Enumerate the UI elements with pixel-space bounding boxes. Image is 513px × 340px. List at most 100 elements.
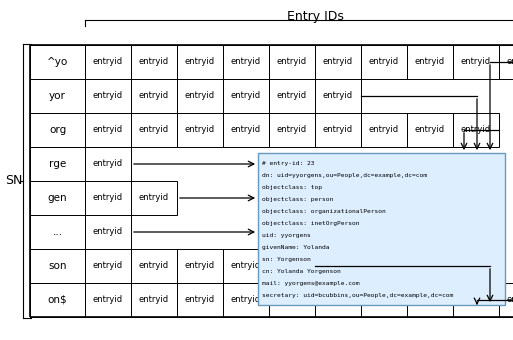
- Text: entryid: entryid: [93, 125, 123, 135]
- Bar: [85, 147, 131, 181]
- Text: entryid: entryid: [93, 227, 123, 237]
- Bar: [131, 45, 177, 79]
- Text: givenName: Yolanda: givenName: Yolanda: [262, 244, 329, 250]
- Bar: [131, 249, 177, 283]
- Text: entryid: entryid: [369, 57, 399, 67]
- Bar: [30, 147, 85, 181]
- Bar: [177, 79, 223, 113]
- Bar: [315, 283, 361, 317]
- Text: on$: on$: [48, 295, 67, 305]
- Bar: [223, 283, 269, 317]
- Text: entryid: entryid: [461, 57, 491, 67]
- Text: entryid: entryid: [277, 91, 307, 101]
- Bar: [499, 283, 513, 317]
- Text: ...: ...: [52, 227, 63, 237]
- Text: entryid: entryid: [277, 295, 307, 305]
- Bar: [269, 283, 315, 317]
- Text: mail: yyorgens@example.com: mail: yyorgens@example.com: [262, 280, 360, 286]
- Text: objectclass: inetOrgPerson: objectclass: inetOrgPerson: [262, 221, 360, 225]
- Text: ^yo: ^yo: [47, 57, 68, 67]
- Text: entryid: entryid: [323, 295, 353, 305]
- Bar: [269, 113, 315, 147]
- Bar: [30, 45, 85, 79]
- Text: entryid: entryid: [277, 261, 307, 271]
- Bar: [85, 215, 131, 249]
- Text: entryid: entryid: [415, 125, 445, 135]
- Text: entryid: entryid: [139, 57, 169, 67]
- Bar: [258, 153, 505, 305]
- Text: entryid: entryid: [231, 261, 261, 271]
- Text: entryid: entryid: [507, 295, 513, 305]
- Bar: [407, 283, 453, 317]
- Text: entryid: entryid: [185, 261, 215, 271]
- Bar: [177, 45, 223, 79]
- Text: entryid: entryid: [461, 295, 491, 305]
- Bar: [361, 283, 407, 317]
- Bar: [499, 45, 513, 79]
- Text: uid: yyorgens: uid: yyorgens: [262, 233, 311, 238]
- Text: entryid: entryid: [461, 125, 491, 135]
- Text: entryid: entryid: [231, 91, 261, 101]
- Bar: [407, 113, 453, 147]
- Bar: [85, 249, 131, 283]
- Text: entryid: entryid: [415, 57, 445, 67]
- Bar: [269, 249, 315, 283]
- Text: entryid: entryid: [139, 295, 169, 305]
- Text: org: org: [49, 125, 66, 135]
- Text: objectclass: person: objectclass: person: [262, 197, 333, 202]
- Bar: [177, 113, 223, 147]
- Text: entryid: entryid: [231, 57, 261, 67]
- Bar: [223, 45, 269, 79]
- Text: entryid: entryid: [323, 91, 353, 101]
- Bar: [269, 45, 315, 79]
- Bar: [223, 79, 269, 113]
- Bar: [131, 79, 177, 113]
- Text: entryid: entryid: [139, 91, 169, 101]
- Bar: [85, 45, 131, 79]
- Bar: [177, 249, 223, 283]
- Text: entryid: entryid: [93, 159, 123, 169]
- Bar: [85, 79, 131, 113]
- Text: entryid: entryid: [93, 91, 123, 101]
- Bar: [223, 113, 269, 147]
- Text: entryid: entryid: [185, 91, 215, 101]
- Text: entryid: entryid: [415, 295, 445, 305]
- Bar: [131, 113, 177, 147]
- Bar: [30, 45, 513, 317]
- Bar: [85, 181, 131, 215]
- Text: gen: gen: [48, 193, 67, 203]
- Bar: [131, 283, 177, 317]
- Bar: [361, 113, 407, 147]
- Bar: [315, 79, 361, 113]
- Text: entryid: entryid: [93, 295, 123, 305]
- Bar: [361, 45, 407, 79]
- Text: yor: yor: [49, 91, 66, 101]
- Text: entryid: entryid: [185, 295, 215, 305]
- Bar: [30, 249, 85, 283]
- Bar: [453, 45, 499, 79]
- Bar: [269, 79, 315, 113]
- Text: Entry IDs: Entry IDs: [287, 10, 343, 23]
- Text: objectclass: top: objectclass: top: [262, 185, 322, 189]
- Bar: [453, 113, 499, 147]
- Text: sn: Yorgenson: sn: Yorgenson: [262, 256, 311, 261]
- Text: entryid: entryid: [369, 295, 399, 305]
- Bar: [315, 45, 361, 79]
- Text: # entry-id: 23: # entry-id: 23: [262, 160, 314, 166]
- Text: entryid: entryid: [323, 125, 353, 135]
- Text: entryid: entryid: [139, 125, 169, 135]
- Text: entryid: entryid: [231, 125, 261, 135]
- Text: dn: uid=yyorgens,ou=People,dc=example,dc=com: dn: uid=yyorgens,ou=People,dc=example,dc…: [262, 172, 427, 177]
- Bar: [131, 181, 177, 215]
- Text: entryid: entryid: [139, 193, 169, 203]
- Text: entryid: entryid: [323, 57, 353, 67]
- Text: entryid: entryid: [369, 125, 399, 135]
- Bar: [315, 113, 361, 147]
- Text: entryid: entryid: [507, 57, 513, 67]
- Text: entryid: entryid: [277, 57, 307, 67]
- Text: objectclass: organizationalPerson: objectclass: organizationalPerson: [262, 208, 386, 214]
- Bar: [30, 181, 85, 215]
- Bar: [30, 215, 85, 249]
- Bar: [223, 249, 269, 283]
- Text: son: son: [48, 261, 67, 271]
